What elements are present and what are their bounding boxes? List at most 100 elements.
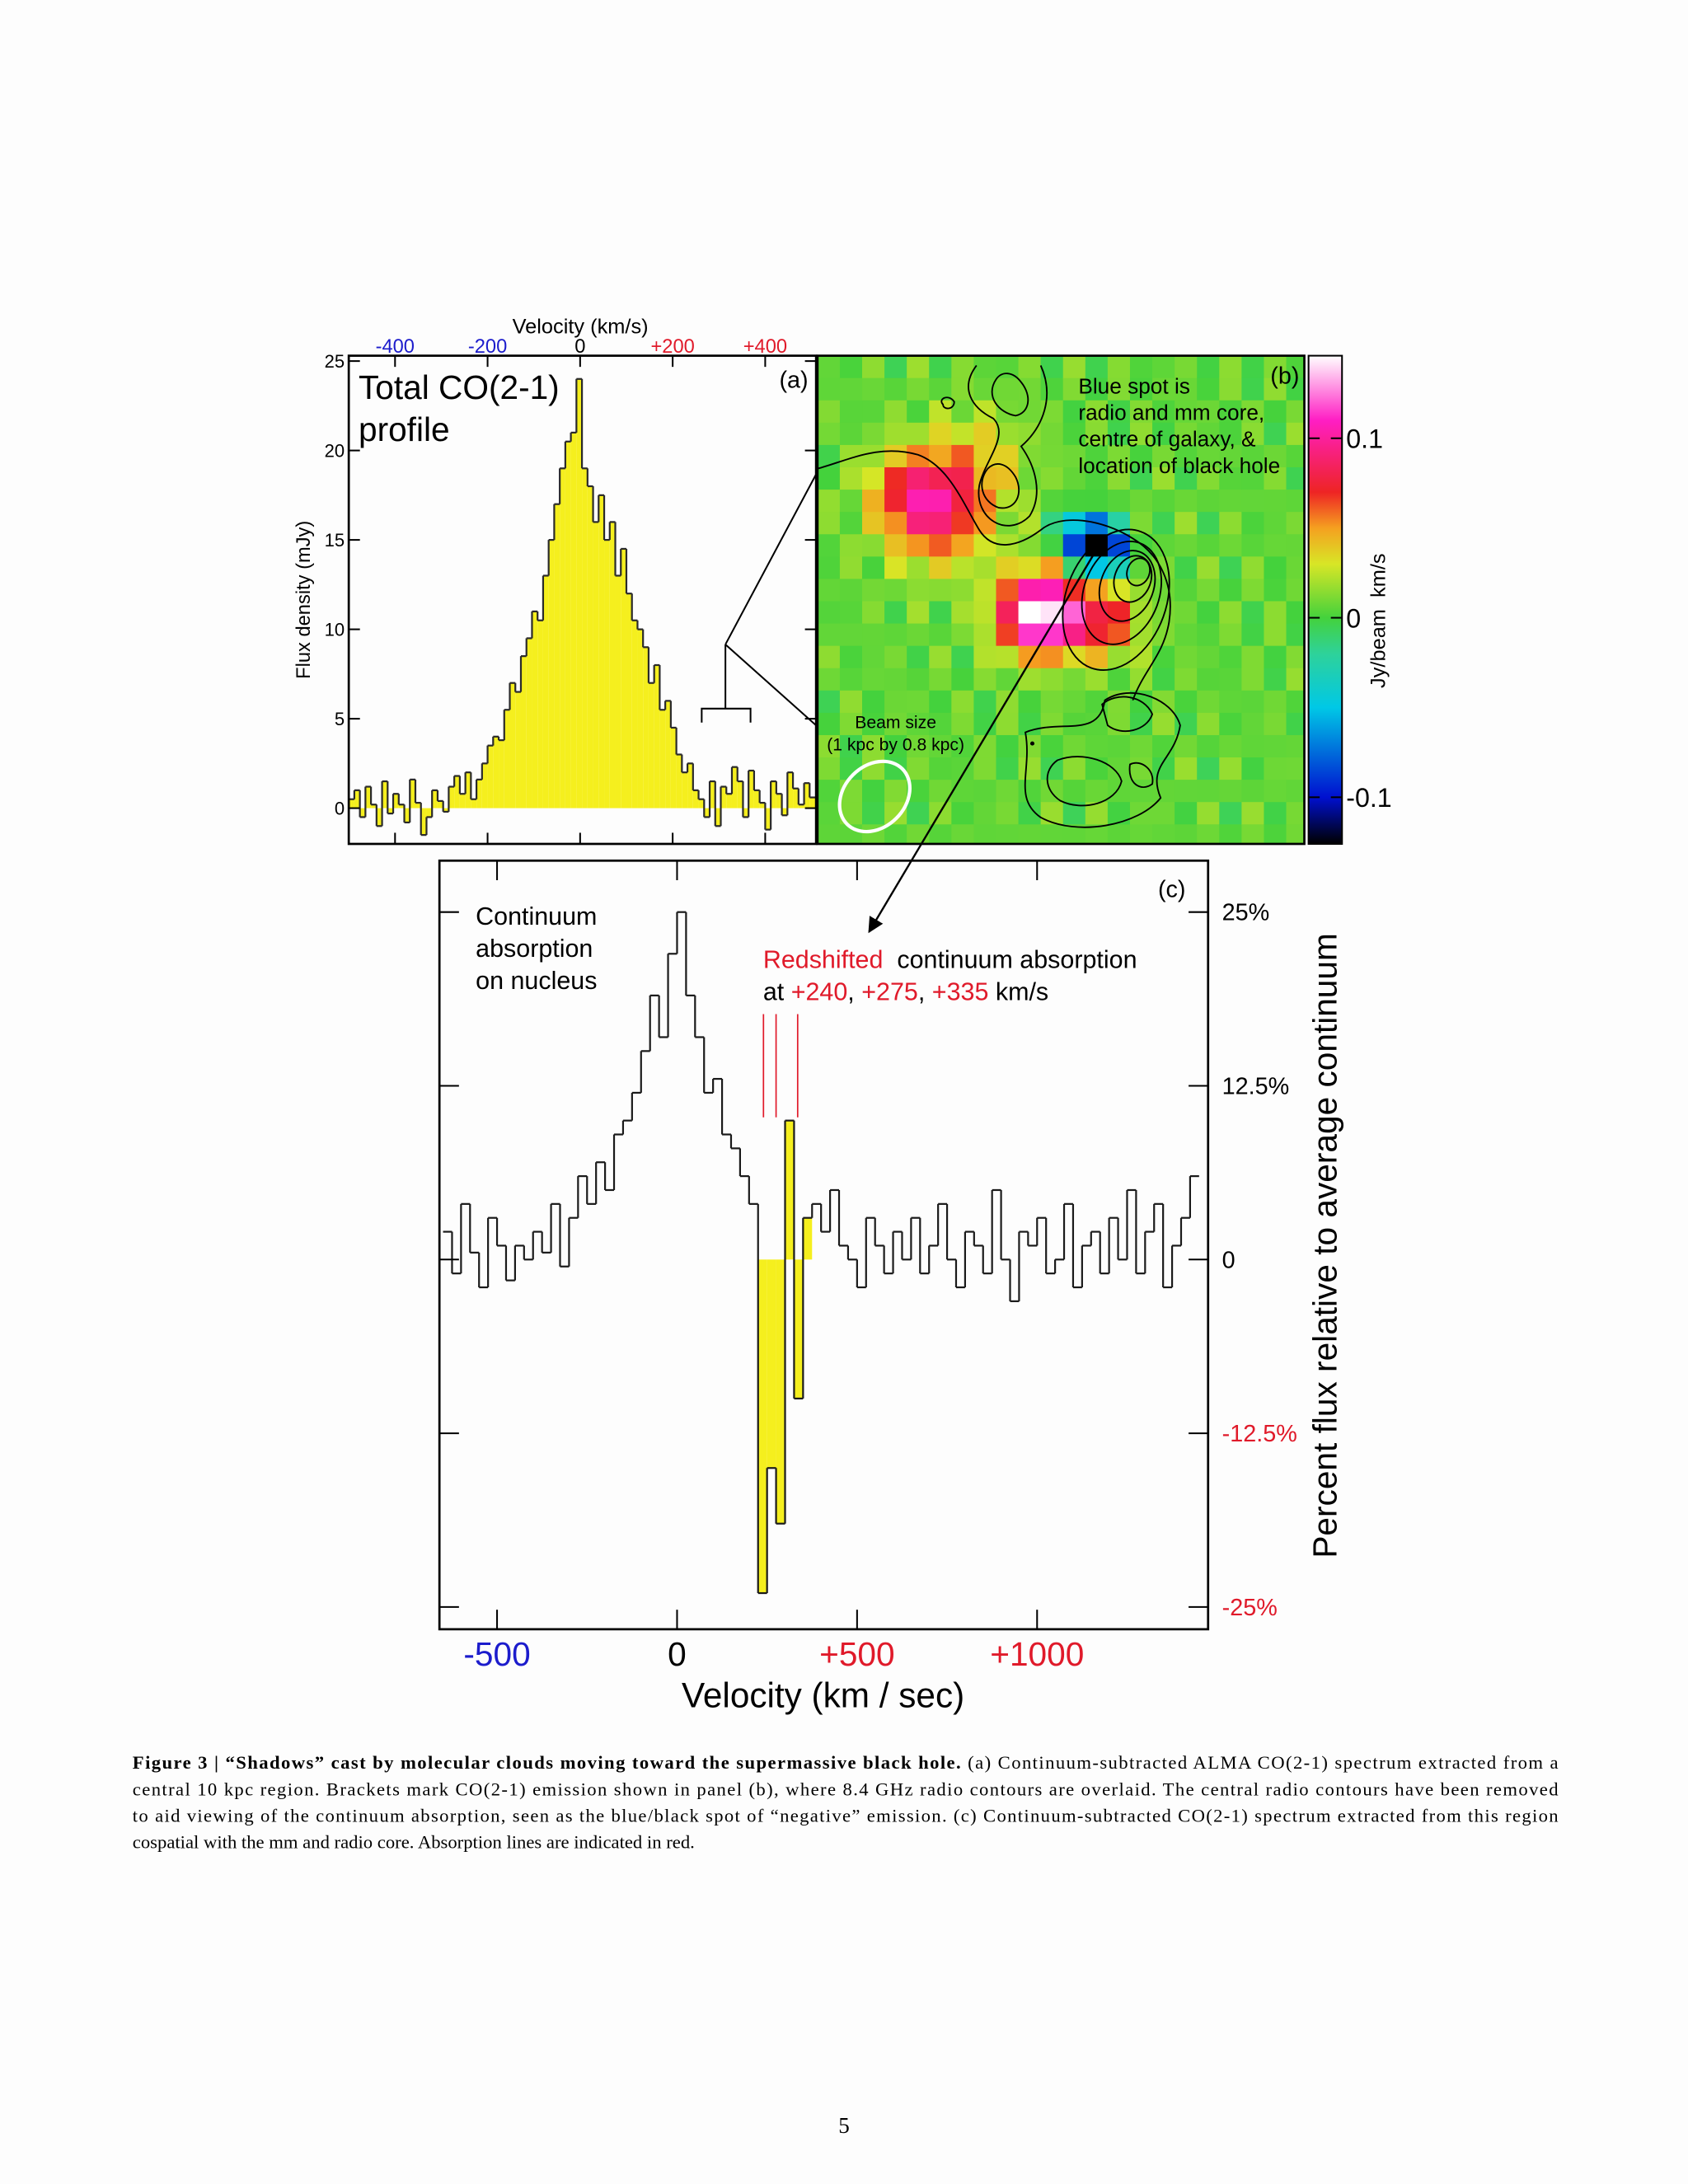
map-pixel (1241, 534, 1265, 557)
map-pixel (884, 444, 907, 468)
bar-fill (737, 781, 743, 808)
map-pixel (817, 712, 841, 736)
bar-fill (576, 378, 583, 808)
map-pixel (1107, 734, 1131, 758)
map-pixel (907, 422, 930, 446)
map-pixel (884, 623, 907, 647)
bar-fill (515, 691, 521, 808)
map-pixel (1264, 579, 1287, 602)
y-tick-label: 25 (325, 351, 345, 372)
map-pixel (1129, 466, 1153, 490)
map-pixel (884, 466, 907, 490)
bar-fill (376, 808, 382, 827)
bracket (701, 473, 818, 726)
map-pixel (1062, 466, 1086, 490)
map-pixel (862, 645, 885, 669)
map-pixel (1197, 757, 1220, 780)
map-pixel (1197, 645, 1220, 669)
map-pixel (1219, 645, 1243, 669)
map-pixel (1264, 780, 1287, 803)
map-pixel (1018, 601, 1042, 625)
map-pixel (1241, 712, 1265, 736)
radio-contour (1126, 557, 1151, 587)
bar-fill (654, 664, 660, 808)
bar-fill (670, 727, 677, 808)
map-pixel (996, 734, 1020, 758)
radio-contour (968, 364, 1048, 527)
map-pixel (884, 645, 907, 669)
map-pixel (839, 466, 863, 490)
map-pixel (1175, 802, 1198, 825)
map-pixel (884, 668, 907, 691)
map-pixel (1018, 690, 1042, 714)
map-pixel (1085, 490, 1109, 513)
radio-contour (817, 450, 1171, 701)
map-pixel (1085, 400, 1109, 424)
map-pixel (1107, 490, 1131, 513)
map-pixel (1219, 734, 1243, 758)
map-pixel (1197, 444, 1220, 468)
colorbar-tick-label: -0.1 (1346, 783, 1391, 813)
bar-fill (582, 468, 588, 808)
map-pixel (1040, 534, 1064, 557)
x-tick-label: 0 (668, 1635, 687, 1673)
map-pixel (1219, 712, 1243, 736)
map-pixel (996, 712, 1020, 736)
map-pixel (951, 444, 975, 468)
bar-fill (698, 799, 705, 808)
bar-fill (448, 786, 455, 808)
map-pixel (1175, 422, 1198, 446)
map-pixel (862, 377, 885, 401)
absorption-label: +275 (861, 978, 918, 1006)
map-pixel (1264, 422, 1287, 446)
map-pixel (1152, 490, 1175, 513)
annotation: Beam size (855, 714, 936, 733)
map-pixel (884, 690, 907, 714)
map-pixel (951, 712, 975, 736)
radio-contour (1046, 756, 1123, 807)
map-pixel (929, 690, 953, 714)
bar-fill (504, 710, 510, 808)
map-pixel (839, 534, 863, 557)
map-pixel (996, 824, 1020, 844)
map-pixel (1219, 512, 1243, 535)
map-pixel (1197, 422, 1220, 446)
bar-fill (637, 629, 644, 808)
map-pixel (1197, 734, 1220, 758)
map-pixel (929, 400, 953, 424)
map-pixel (817, 556, 841, 580)
map-pixel (1175, 444, 1198, 468)
map-pixel (973, 645, 997, 669)
map-pixel (996, 757, 1020, 780)
bar-fill (748, 771, 754, 808)
map-pixel (862, 802, 885, 825)
map-pixel (907, 512, 930, 535)
map-pixel (1018, 579, 1042, 602)
map-pixel (1129, 400, 1153, 424)
colorbar-tick-label: 0 (1346, 603, 1361, 633)
map-pixel (996, 601, 1020, 625)
map-pixel (1175, 579, 1198, 602)
bar-fill (354, 790, 360, 808)
bar-fill (794, 1259, 804, 1399)
bar-fill (676, 754, 682, 808)
bar-fill (476, 779, 482, 808)
map-pixel (817, 780, 841, 803)
map-pixel (973, 444, 997, 468)
x-axis-label: Velocity (km/s) (513, 316, 649, 339)
bar-fill (499, 740, 504, 808)
map-pixel (817, 734, 841, 758)
map-pixel (1085, 534, 1109, 557)
map-pixel (884, 512, 907, 535)
annotation: radio and mm core, (1078, 400, 1264, 424)
bar-fill (631, 620, 638, 808)
y-tick-label: 15 (325, 530, 345, 551)
map-pixel (1286, 668, 1305, 691)
map-pixel (907, 757, 930, 780)
map-pixel (1129, 712, 1153, 736)
map-pixel (1264, 645, 1287, 669)
x-tick-label: -500 (463, 1635, 530, 1673)
map-pixel (929, 490, 953, 513)
caption-label: Figure 3 | “Shadows” cast by molecular c… (133, 1752, 961, 1773)
map-pixel (1129, 579, 1153, 602)
